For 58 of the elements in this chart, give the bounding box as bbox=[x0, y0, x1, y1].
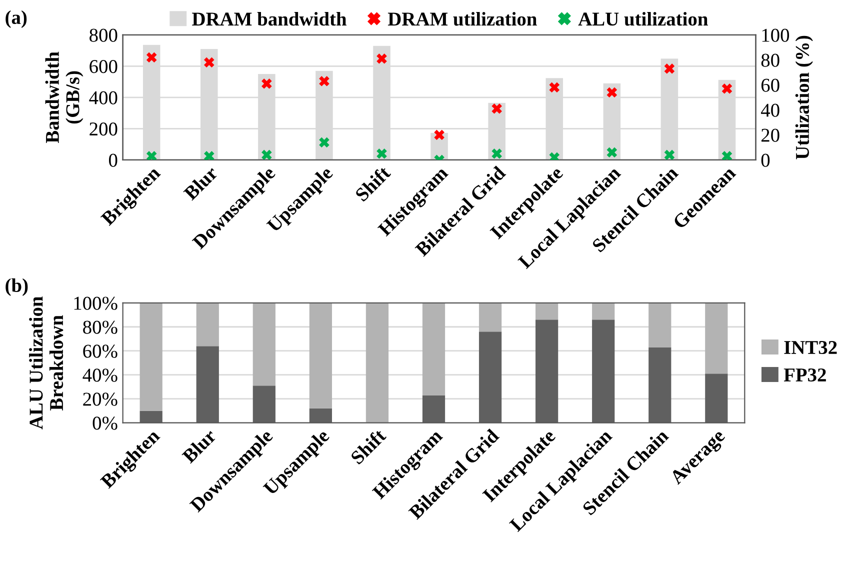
point bbox=[606, 147, 618, 158]
bar bbox=[648, 302, 672, 348]
y2-axis-title: Utilization (%) bbox=[795, 36, 813, 160]
bar bbox=[366, 302, 389, 423]
legend-label: DRAM bandwidth bbox=[192, 12, 347, 26]
point bbox=[319, 137, 330, 148]
point bbox=[262, 78, 272, 89]
point bbox=[319, 76, 330, 86]
y-tick-label: 400 bbox=[89, 91, 118, 104]
chart-title: (b) bbox=[6, 278, 28, 296]
chart-title: (a) bbox=[6, 10, 27, 28]
bar bbox=[309, 302, 332, 408]
point bbox=[434, 130, 444, 140]
point bbox=[722, 150, 732, 160]
y-tick-label: 600 bbox=[90, 60, 118, 74]
bar bbox=[422, 302, 446, 396]
y2-tick-label: 20 bbox=[761, 128, 780, 142]
y-tick-label: 60% bbox=[83, 344, 118, 358]
y-axis-title: Bandwidth (GB/s) bbox=[45, 52, 84, 144]
point bbox=[146, 52, 157, 63]
point bbox=[146, 150, 157, 160]
y-tick-label: 20% bbox=[83, 392, 118, 406]
bar bbox=[140, 302, 162, 411]
y-tick-label: 100% bbox=[74, 296, 118, 310]
point bbox=[376, 148, 387, 159]
y2-tick-label: 0 bbox=[761, 154, 770, 167]
y-tick-label: 800 bbox=[90, 28, 118, 42]
y-tick-label: 80% bbox=[83, 320, 118, 334]
y-tick-label: 200 bbox=[90, 122, 118, 136]
legend-label: FP32 bbox=[784, 368, 826, 382]
point bbox=[204, 150, 214, 160]
point bbox=[492, 148, 502, 159]
y-axis-title: ALU Utilization Breakdown bbox=[29, 296, 64, 430]
bar bbox=[196, 302, 219, 346]
bar bbox=[252, 302, 276, 386]
y2-tick-label: 40 bbox=[761, 104, 780, 117]
point bbox=[664, 150, 675, 160]
y-tick-label: 0 bbox=[108, 154, 118, 167]
y-tick-label: 0% bbox=[92, 416, 118, 430]
point bbox=[204, 57, 214, 68]
bar bbox=[478, 302, 502, 332]
point bbox=[492, 104, 502, 114]
legend-label: DRAM utilization bbox=[388, 12, 537, 26]
point bbox=[262, 150, 272, 160]
y2-tick-label: 100 bbox=[762, 28, 790, 42]
y2-tick-label: 60 bbox=[761, 78, 780, 92]
legend-label: ALU utilization bbox=[578, 12, 708, 26]
point bbox=[376, 54, 387, 64]
bar bbox=[536, 302, 558, 320]
bar bbox=[592, 302, 615, 320]
point bbox=[722, 84, 732, 94]
bar bbox=[705, 302, 728, 374]
legend-label: INT32 bbox=[784, 340, 837, 354]
point bbox=[549, 82, 560, 93]
y-tick-label: 40% bbox=[82, 368, 118, 382]
y2-tick-label: 80 bbox=[761, 54, 780, 67]
point bbox=[664, 64, 675, 74]
point bbox=[606, 87, 618, 98]
